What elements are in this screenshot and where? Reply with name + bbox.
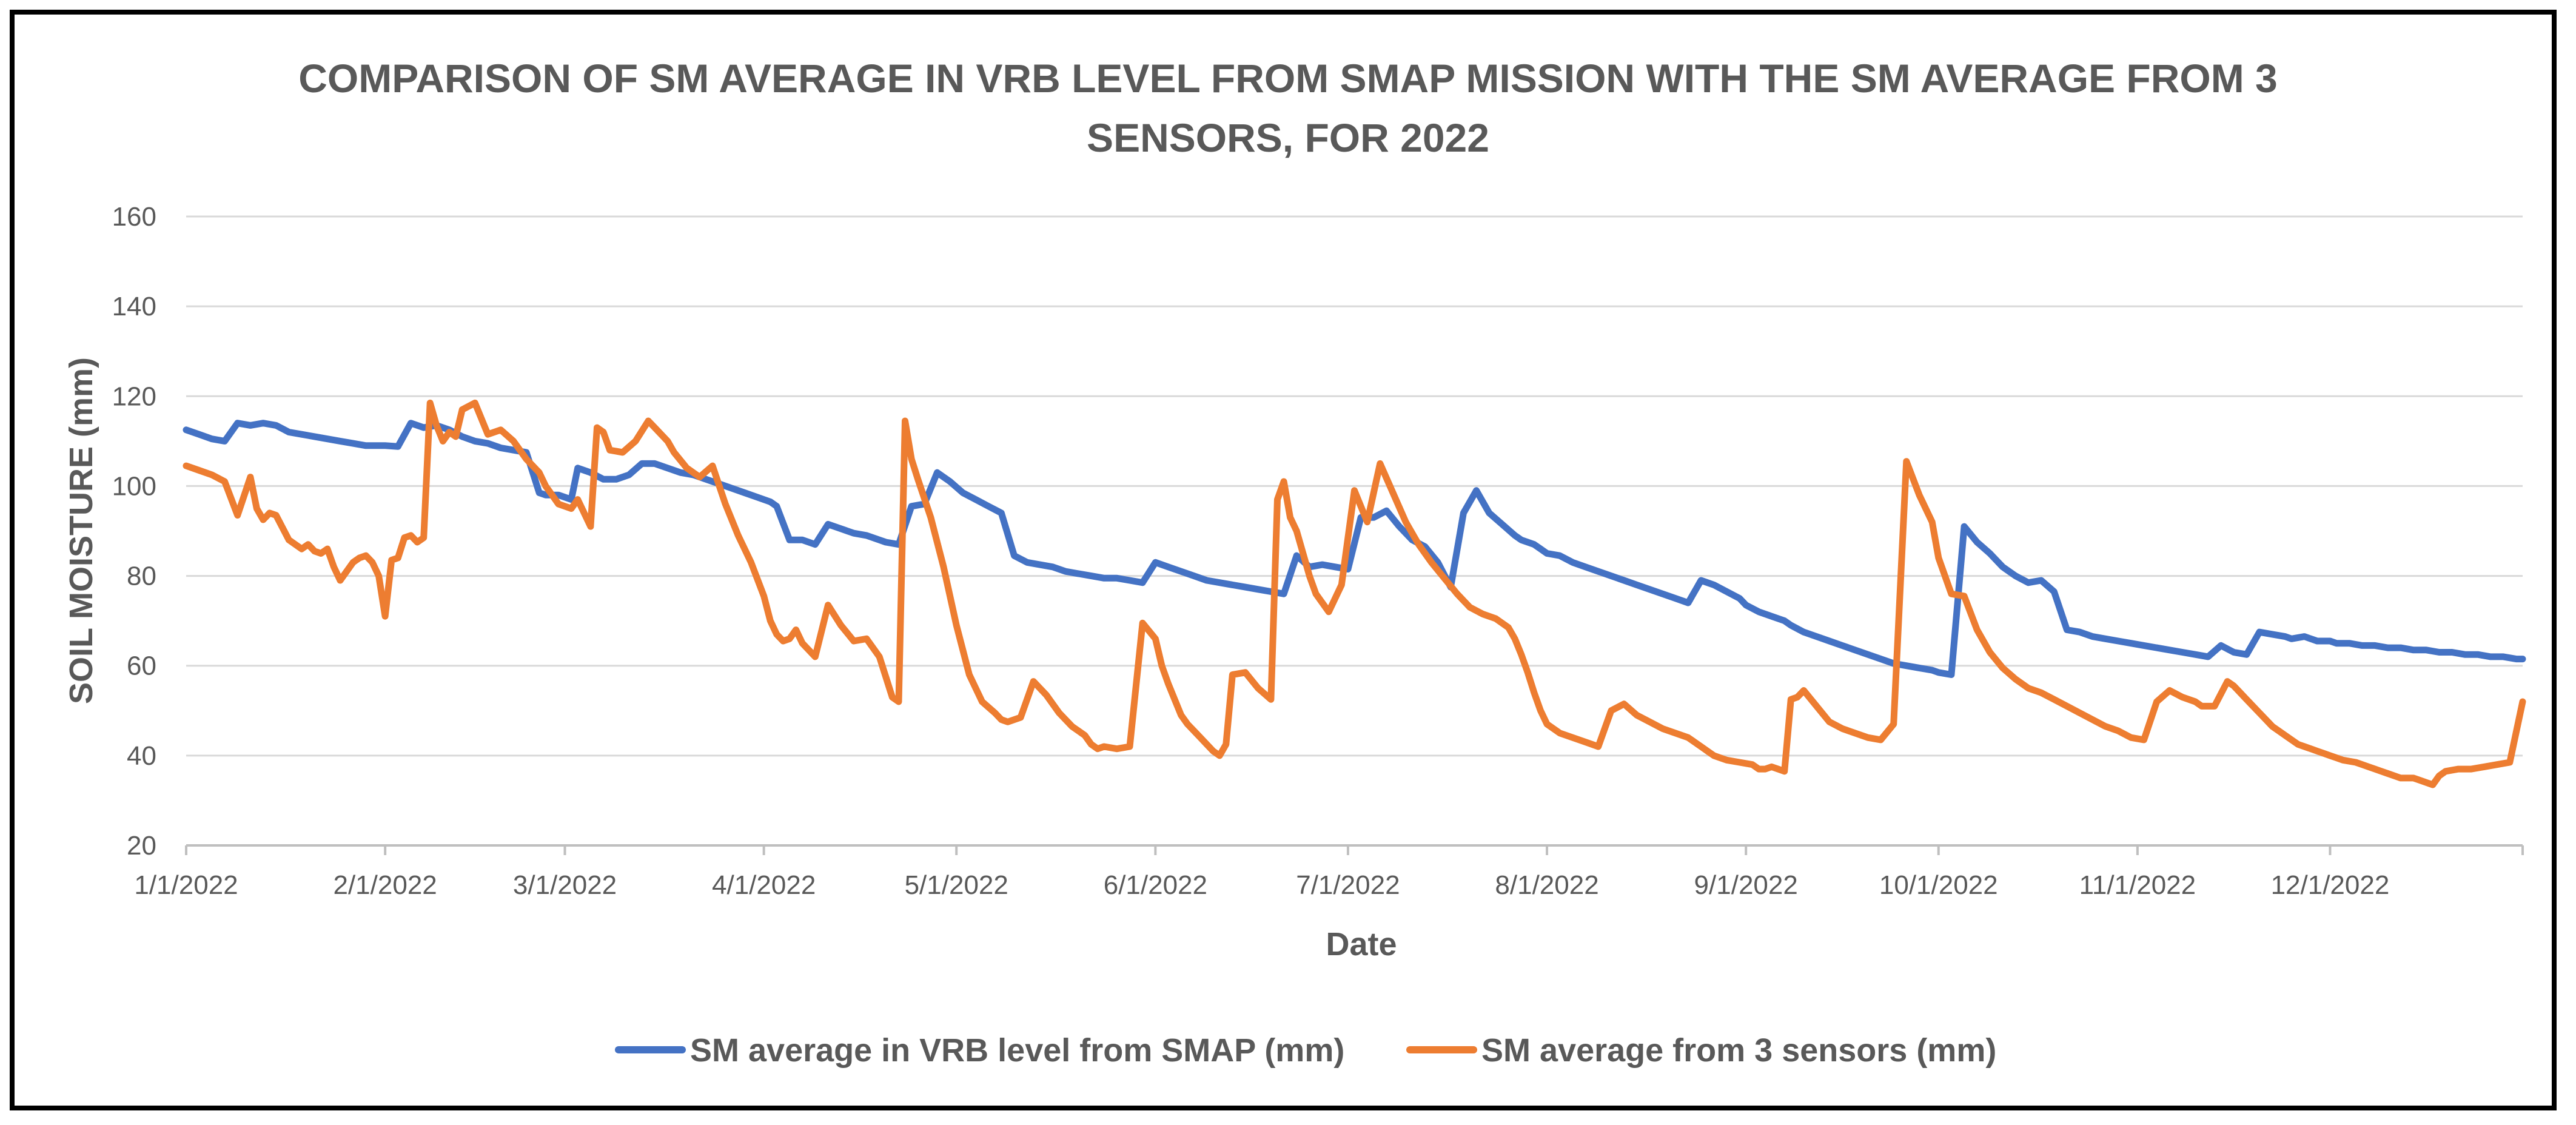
x-tick-label: 12/1/2022 bbox=[2271, 870, 2390, 900]
x-tick-label: 9/1/2022 bbox=[1694, 870, 1798, 900]
legend-label-sensors: SM average from 3 sensors (mm) bbox=[1481, 1032, 1996, 1069]
y-tick-label: 160 bbox=[112, 202, 156, 232]
chart-title-line-2: SENSORS, FOR 2022 bbox=[1087, 115, 1489, 160]
series-line-sensors bbox=[183, 399, 2526, 788]
y-tick-label: 80 bbox=[127, 562, 156, 591]
x-tick-label: 7/1/2022 bbox=[1296, 870, 1400, 900]
x-tick-label: 1/1/2022 bbox=[134, 870, 238, 900]
x-tick-label: 2/1/2022 bbox=[333, 870, 437, 900]
x-axis-ticks: 1/1/2022 2/1/2022 3/1/2022 4/1/2022 5/1/2022… bbox=[134, 845, 2524, 900]
y-tick-label: 120 bbox=[112, 381, 156, 411]
x-tick-label: 5/1/2022 bbox=[905, 870, 1008, 900]
y-axis-title: SOIL MOISTURE (mm) bbox=[63, 357, 99, 704]
series-line-smap bbox=[183, 420, 2526, 678]
x-axis-title: Date bbox=[1326, 926, 1397, 962]
x-tick-label: 8/1/2022 bbox=[1495, 870, 1598, 900]
legend-label-smap: SM average in VRB level from SMAP (mm) bbox=[690, 1032, 1344, 1069]
y-tick-label: 20 bbox=[127, 831, 156, 861]
x-tick-label: 10/1/2022 bbox=[1879, 870, 1998, 900]
chart-title-line-1: COMPARISON OF SM AVERAGE IN VRB LEVEL FR… bbox=[298, 56, 2278, 101]
series-lines bbox=[183, 399, 2526, 788]
x-tick-label: 3/1/2022 bbox=[513, 870, 617, 900]
y-tick-label: 140 bbox=[112, 292, 156, 321]
x-tick-label: 6/1/2022 bbox=[1104, 870, 1207, 900]
y-tick-label: 60 bbox=[127, 651, 156, 681]
y-tick-label: 40 bbox=[127, 741, 156, 771]
legend: SM average in VRB level from SMAP (mm) S… bbox=[615, 1032, 1996, 1069]
y-tick-label: 100 bbox=[112, 471, 156, 501]
x-tick-label: 11/1/2022 bbox=[2079, 870, 2196, 900]
y-axis-ticks: 20 40 60 80 100 120 140 160 bbox=[112, 202, 156, 861]
x-tick-label: 4/1/2022 bbox=[712, 870, 816, 900]
chart-frame bbox=[10, 10, 2557, 1110]
